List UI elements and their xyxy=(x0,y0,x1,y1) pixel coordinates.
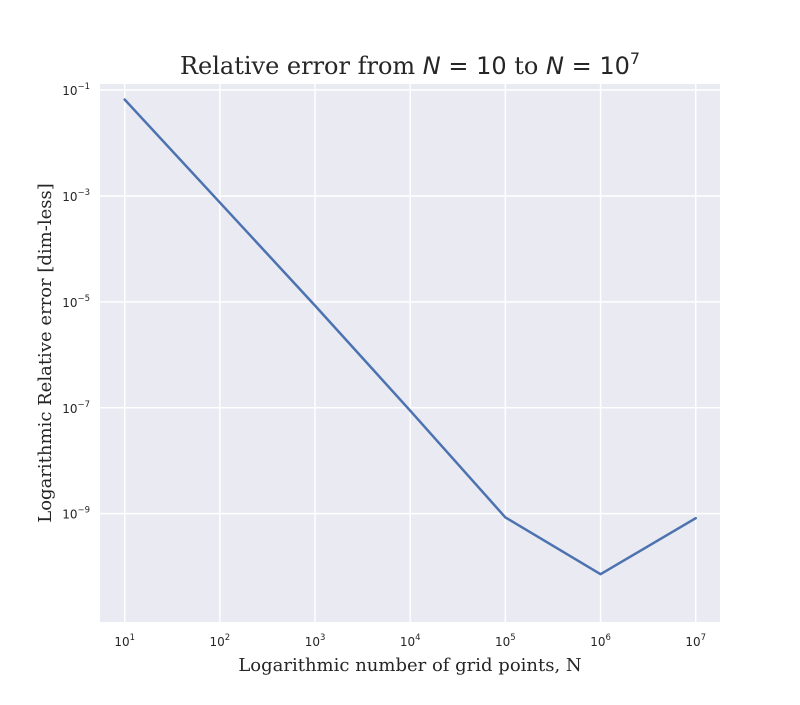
y-tick-label: 10−3 xyxy=(62,188,90,204)
y-tick-base: 10 xyxy=(62,296,77,310)
x-tick-base: 10 xyxy=(495,635,510,649)
title-var-n-end: N xyxy=(546,52,564,80)
x-tick-exponent: 3 xyxy=(320,633,325,643)
y-tick-label: 10−1 xyxy=(62,82,90,98)
chart-title: Relative error from N = 10 to N = 107 xyxy=(180,49,640,80)
x-tick-base: 10 xyxy=(400,635,415,649)
y-tick-exponent: −5 xyxy=(77,294,90,304)
y-tick-exponent: −7 xyxy=(77,400,90,410)
x-tick-label: 105 xyxy=(495,633,516,649)
x-tick-exponent: 1 xyxy=(130,633,135,643)
x-tick-exponent: 2 xyxy=(225,633,230,643)
x-tick-base: 10 xyxy=(114,635,129,649)
y-tick-exponent: −3 xyxy=(77,188,90,198)
y-tick-label: 10−5 xyxy=(62,294,90,310)
x-tick-exponent: 7 xyxy=(701,633,706,643)
x-tick-label: 101 xyxy=(114,633,135,649)
y-tick-base: 10 xyxy=(62,190,77,204)
y-tick-base: 10 xyxy=(62,84,77,98)
y-tick-labels: 10−110−310−510−710−9 xyxy=(62,82,90,522)
x-tick-label: 107 xyxy=(685,633,706,649)
x-axis-label: Logarithmic number of grid points, N xyxy=(238,655,581,676)
y-tick-base: 10 xyxy=(62,508,77,522)
x-tick-base: 10 xyxy=(685,635,700,649)
title-eq-start: = 10 xyxy=(441,52,507,80)
y-axis-label: Logarithmic Relative error [dim-less] xyxy=(35,183,56,522)
title-middle: to xyxy=(507,52,546,80)
title-eq-end: = 10 xyxy=(564,52,630,80)
x-tick-base: 10 xyxy=(305,635,320,649)
x-tick-exponent: 4 xyxy=(415,633,420,643)
title-eq-end-exponent: 7 xyxy=(630,49,640,68)
title-var-n-start: N xyxy=(423,52,441,80)
title-prefix: Relative error from xyxy=(180,52,423,80)
x-tick-label: 103 xyxy=(305,633,326,649)
y-tick-label: 10−7 xyxy=(62,400,90,416)
y-tick-label: 10−9 xyxy=(62,506,90,522)
x-tick-label: 106 xyxy=(590,633,611,649)
x-tick-label: 102 xyxy=(210,633,231,649)
x-tick-base: 10 xyxy=(590,635,605,649)
x-tick-label: 104 xyxy=(400,633,421,649)
y-tick-base: 10 xyxy=(62,402,77,416)
y-tick-exponent: −9 xyxy=(77,506,90,516)
x-tick-exponent: 5 xyxy=(510,633,515,643)
y-tick-exponent: −1 xyxy=(77,82,90,92)
x-tick-base: 10 xyxy=(210,635,225,649)
x-tick-exponent: 6 xyxy=(605,633,610,643)
